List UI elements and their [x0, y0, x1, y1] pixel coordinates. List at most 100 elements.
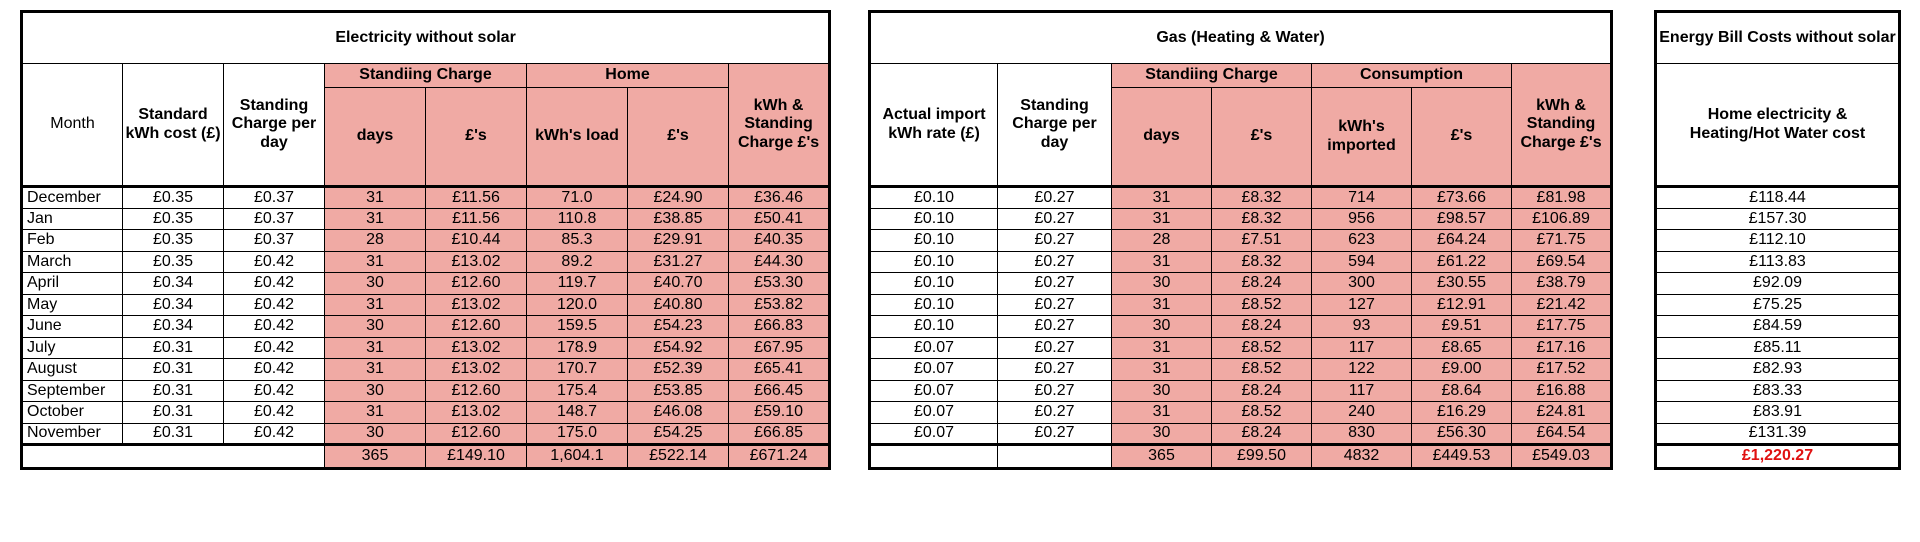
- gas-total-standing: £99.50: [1211, 443, 1312, 469]
- electricity-totals-row: 365 £149.10 1,604.1 £522.14 £671.24: [21, 443, 831, 469]
- electricity-cell: £0.42: [223, 358, 325, 381]
- electricity-cell: Feb: [21, 229, 123, 252]
- home-pounds-header: £'s: [627, 87, 729, 188]
- gas-cell: £56.30: [1411, 422, 1512, 445]
- electricity-cell: £0.42: [223, 315, 325, 338]
- gas-cell: £0.27: [997, 379, 1112, 402]
- electricity-cell: 71.0: [526, 186, 628, 209]
- energy-bill-cell: £83.91: [1655, 401, 1900, 424]
- electricity-cell: £11.56: [425, 186, 527, 209]
- gas-cell: £0.27: [997, 315, 1112, 338]
- electricity-cell: £0.42: [223, 293, 325, 316]
- electricity-cell: £44.30: [727, 250, 831, 273]
- electricity-cell: 28: [324, 229, 426, 252]
- gas-cell: £73.66: [1411, 186, 1512, 209]
- electricity-cell: September: [21, 379, 123, 402]
- electricity-total-days: 365: [324, 443, 426, 469]
- electricity-cell: £53.85: [627, 379, 729, 402]
- energy-bill-row: £84.59: [1655, 315, 1900, 338]
- electricity-cell: £13.02: [425, 336, 527, 359]
- gas-cell: 31: [1111, 186, 1212, 209]
- energy-bill-cell: £82.93: [1655, 358, 1900, 381]
- energy-bill-row: £75.25: [1655, 293, 1900, 316]
- electricity-cell: £0.42: [223, 336, 325, 359]
- electricity-cell: 31: [324, 250, 426, 273]
- electricity-table: Electricity without solar Month Standard…: [20, 10, 832, 470]
- electricity-cell: £0.34: [122, 315, 224, 338]
- gas-cell: £69.54: [1510, 250, 1613, 273]
- electricity-cell: £0.34: [122, 272, 224, 295]
- gas-row: £0.10 £0.27 31 £8.52 127 £12.91 £21.42: [869, 293, 1613, 316]
- electricity-row: December £0.35 £0.37 31 £11.56 71.0 £24.90 £36.…: [21, 186, 831, 209]
- gas-total-days: 365: [1111, 443, 1212, 469]
- gas-cell: 31: [1111, 401, 1212, 424]
- month-header: Month: [21, 63, 123, 188]
- gas-row: £0.07 £0.27 30 £8.24 117 £8.64 £16.88: [869, 379, 1613, 402]
- electricity-cell: £0.35: [122, 250, 224, 273]
- gas-row: £0.07 £0.27 30 £8.24 830 £56.30 £64.54: [869, 422, 1613, 445]
- electricity-cell: 30: [324, 379, 426, 402]
- gas-cell: £0.10: [869, 293, 998, 316]
- electricity-cell: June: [21, 315, 123, 338]
- gas-cell: £0.27: [997, 207, 1112, 230]
- electricity-cell: £10.44: [425, 229, 527, 252]
- electricity-cell: March: [21, 250, 123, 273]
- gas-cell: £64.24: [1411, 229, 1512, 252]
- electricity-cell: £46.08: [627, 401, 729, 424]
- gas-cell: £8.24: [1211, 422, 1312, 445]
- energy-bill-table: Energy Bill Costs without solar Home ele…: [1654, 10, 1901, 470]
- electricity-cell: 119.7: [526, 272, 628, 295]
- gas-cell: £9.51: [1411, 315, 1512, 338]
- gas-total-grand: £549.03: [1510, 443, 1613, 469]
- electricity-cell: 178.9: [526, 336, 628, 359]
- electricity-cell: £31.27: [627, 250, 729, 273]
- electricity-cell: £38.85: [627, 207, 729, 230]
- home-group-header: Home: [526, 63, 729, 88]
- standing-pounds-header: £'s: [425, 87, 527, 188]
- electricity-cell: £0.37: [223, 229, 325, 252]
- gas-row: £0.10 £0.27 31 £8.32 956 £98.57 £106.89: [869, 207, 1613, 230]
- standing-charge-group-header: Standiing Charge: [324, 63, 527, 88]
- gas-cell: 594: [1311, 250, 1412, 273]
- consumption-group-header: Consumption: [1311, 63, 1512, 88]
- gas-row: £0.07 £0.27 31 £8.52 122 £9.00 £17.52: [869, 358, 1613, 381]
- gas-cell: £8.32: [1211, 186, 1312, 209]
- gas-row: £0.07 £0.27 31 £8.52 240 £16.29 £24.81: [869, 401, 1613, 424]
- electricity-cell: £12.60: [425, 315, 527, 338]
- gas-cell: £0.27: [997, 250, 1112, 273]
- gas-cell: £17.75: [1510, 315, 1613, 338]
- gas-cell: 31: [1111, 207, 1212, 230]
- electricity-row: August £0.31 £0.42 31 £13.02 170.7 £52.39 £65.4…: [21, 358, 831, 381]
- gas-cell: £0.07: [869, 358, 998, 381]
- electricity-cell: £53.30: [727, 272, 831, 295]
- gas-row: £0.07 £0.27 31 £8.52 117 £8.65 £17.16: [869, 336, 1613, 359]
- electricity-cell: 170.7: [526, 358, 628, 381]
- kwh-imported-header: kWh's imported: [1311, 87, 1412, 188]
- gas-table: Gas (Heating & Water) Actual import kWh …: [868, 10, 1614, 470]
- gas-cell: £7.51: [1211, 229, 1312, 252]
- gas-cell: £8.65: [1411, 336, 1512, 359]
- electricity-total-kwh: 1,604.1: [526, 443, 628, 469]
- gas-row: £0.10 £0.27 28 £7.51 623 £64.24 £71.75: [869, 229, 1613, 252]
- electricity-cell: November: [21, 422, 123, 445]
- gas-cell: £8.24: [1211, 272, 1312, 295]
- electricity-cell: 31: [324, 207, 426, 230]
- gas-row: £0.10 £0.27 30 £8.24 93 £9.51 £17.75: [869, 315, 1613, 338]
- gas-cell: £17.16: [1510, 336, 1613, 359]
- gas-cell: £8.24: [1211, 379, 1312, 402]
- gas-cell: £71.75: [1510, 229, 1613, 252]
- gas-total-kwh: 4832: [1311, 443, 1412, 469]
- electricity-cell: 159.5: [526, 315, 628, 338]
- gas-cell: 714: [1311, 186, 1412, 209]
- gas-totals-row: 365 £99.50 4832 £449.53 £549.03: [869, 443, 1613, 469]
- electricity-row: July £0.31 £0.42 31 £13.02 178.9 £54.92 £67.95: [21, 336, 831, 359]
- gas-cell: 30: [1111, 315, 1212, 338]
- gas-cell: £17.52: [1510, 358, 1613, 381]
- energy-bill-row: £113.83: [1655, 250, 1900, 273]
- gas-cell: £0.10: [869, 250, 998, 273]
- gas-cell: 31: [1111, 358, 1212, 381]
- electricity-cell: 31: [324, 293, 426, 316]
- gas-cell: £0.27: [997, 358, 1112, 381]
- gas-cell: £81.98: [1510, 186, 1613, 209]
- electricity-cell: £0.31: [122, 401, 224, 424]
